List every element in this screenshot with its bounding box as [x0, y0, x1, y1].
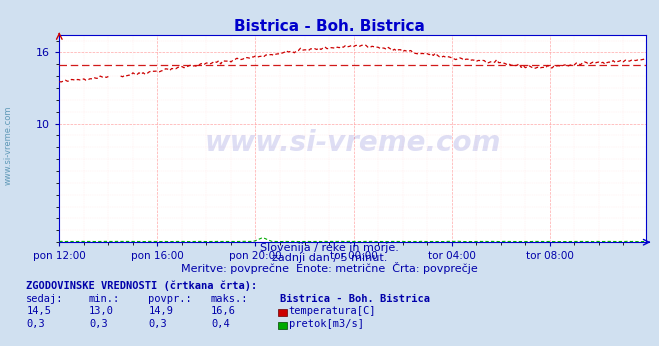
Text: povpr.:: povpr.:	[148, 294, 192, 304]
Text: 0,4: 0,4	[211, 319, 229, 329]
Text: zadnji dan / 5 minut.: zadnji dan / 5 minut.	[272, 253, 387, 263]
Text: min.:: min.:	[89, 294, 120, 304]
Text: 16,6: 16,6	[211, 306, 236, 316]
Text: Bistrica - Boh. Bistrica: Bistrica - Boh. Bistrica	[234, 19, 425, 34]
Text: Meritve: povprečne  Enote: metrične  Črta: povprečje: Meritve: povprečne Enote: metrične Črta:…	[181, 262, 478, 274]
Text: pretok[m3/s]: pretok[m3/s]	[289, 319, 364, 329]
Text: 0,3: 0,3	[89, 319, 107, 329]
Text: www.si-vreme.com: www.si-vreme.com	[204, 129, 501, 156]
Text: 14,5: 14,5	[26, 306, 51, 316]
Text: 14,9: 14,9	[148, 306, 173, 316]
Text: maks.:: maks.:	[211, 294, 248, 304]
Text: Slovenija / reke in morje.: Slovenija / reke in morje.	[260, 243, 399, 253]
Text: www.si-vreme.com: www.si-vreme.com	[3, 106, 13, 185]
Text: 13,0: 13,0	[89, 306, 114, 316]
Text: sedaj:: sedaj:	[26, 294, 64, 304]
Text: 0,3: 0,3	[26, 319, 45, 329]
Text: ZGODOVINSKE VREDNOSTI (črtkana črta):: ZGODOVINSKE VREDNOSTI (črtkana črta):	[26, 280, 258, 291]
Text: Bistrica - Boh. Bistrica: Bistrica - Boh. Bistrica	[280, 294, 430, 304]
Text: 0,3: 0,3	[148, 319, 167, 329]
Text: temperatura[C]: temperatura[C]	[289, 306, 376, 316]
